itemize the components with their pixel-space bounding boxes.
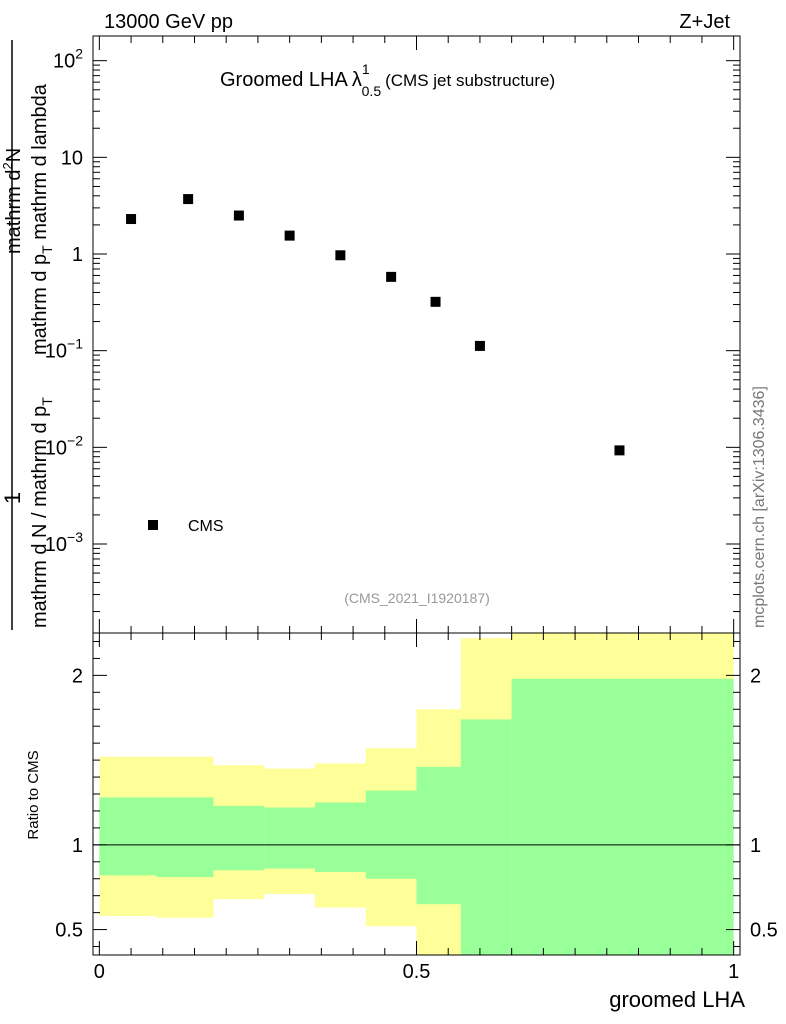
data-point: [126, 214, 137, 225]
main-frame: [92, 35, 741, 634]
ratio-axes: 0.5 0.5 1 1 2 2 0 0.5 1: [55, 632, 778, 983]
process-label: Z+Jet: [679, 11, 730, 33]
y-tick-label: 10: [61, 147, 83, 169]
ratio-y-tick-label-right: 2: [750, 665, 761, 687]
x-tick-label: 0.5: [403, 961, 431, 983]
y-tick-label: 10−3: [45, 529, 83, 556]
green-band-bin: [99, 797, 157, 876]
title-main: Groomed LHA: [220, 69, 348, 91]
ratio-y-tick-label-right: 0.5: [750, 920, 778, 942]
ylabel-denominator: mathrm d pT mathrm d lambda: [29, 83, 55, 355]
title-symbol: λ: [352, 69, 362, 91]
ratio-y-tick-label-left: 2: [72, 665, 83, 687]
energy-label: 13000 GeV pp: [104, 11, 233, 33]
y-tick-label: 10−1: [45, 336, 83, 363]
data-point: [474, 340, 485, 351]
data-point: [284, 230, 295, 241]
x-tick-label: 0: [94, 961, 105, 983]
data-point: [183, 194, 194, 205]
title-sup: 1: [362, 61, 370, 77]
ylabel-bottom: mathrm d N / mathrm d pT: [29, 397, 55, 628]
green-band-bin: [460, 719, 512, 955]
analysis-watermark: (CMS_2021_I1920187): [344, 590, 490, 606]
y-tick-label: 1: [72, 244, 83, 266]
data-point: [614, 445, 625, 456]
y-tick-label: 102: [53, 46, 83, 73]
green-band-bin: [365, 790, 417, 879]
x-axis-label: groomed LHA: [609, 987, 745, 1012]
plot-title: Groomed LHA λ1 0.5(CMS jet substructure): [220, 61, 555, 99]
green-band-bin: [213, 805, 265, 871]
ylabel-numerator: mathrm d2N: [0, 148, 25, 254]
green-band-bin: [156, 797, 214, 878]
title-suffix: (CMS jet substructure): [385, 71, 555, 90]
legend-marker: [148, 520, 158, 530]
x-tick-label: 1: [728, 961, 739, 983]
main-ylabel: 1 mathrm d N / mathrm d pT mathrm d2N ma…: [0, 40, 55, 630]
credit-label: mcplots.cern.ch [arXiv:1306.3436]: [751, 386, 768, 628]
ratio-y-tick-label-left: 1: [72, 835, 83, 857]
ratio-y-tick-label-right: 1: [750, 835, 761, 857]
data-point: [430, 296, 441, 307]
green-band-bin: [511, 678, 734, 955]
data-points: [126, 194, 625, 456]
y-tick-label: 10−2: [45, 432, 83, 459]
ratio-bands: [99, 633, 734, 955]
ratio-ylabel: Ratio to CMS: [25, 750, 42, 839]
green-band-bin: [264, 807, 316, 869]
main-axes: 10−3 10−2 10−1 1 10 102: [45, 35, 741, 634]
green-band-bin: [416, 766, 461, 905]
data-point: [233, 210, 244, 221]
legend-label: CMS: [188, 518, 224, 535]
title-sub: 0.5: [362, 83, 382, 99]
green-band-bin: [315, 802, 366, 872]
ratio-y-tick-label-left: 0.5: [55, 920, 83, 942]
data-point: [335, 250, 346, 261]
data-point: [386, 271, 397, 282]
